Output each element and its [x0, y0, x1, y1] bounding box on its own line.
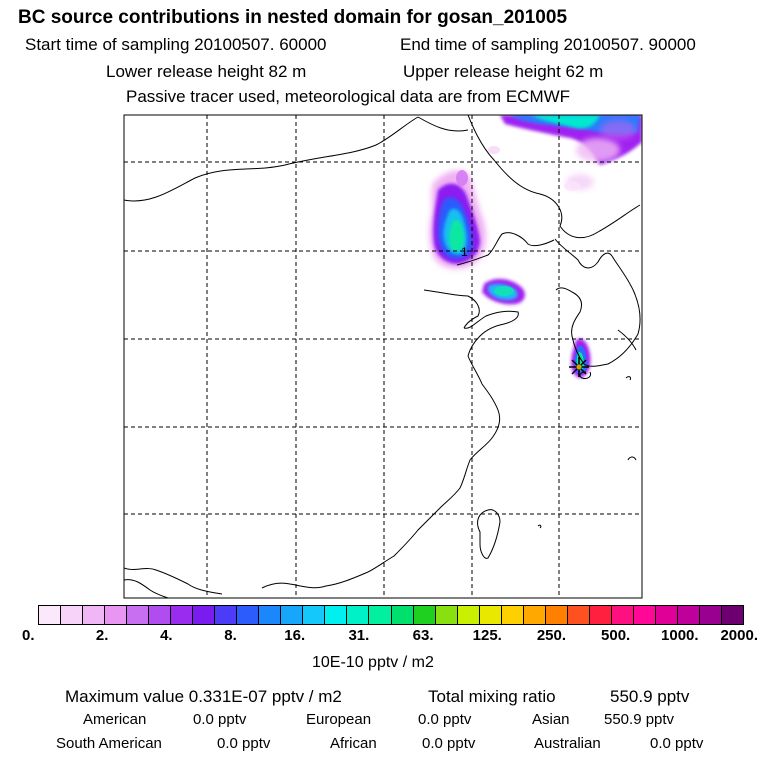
plume-bohai	[482, 278, 525, 305]
color-scale-cell	[567, 606, 590, 624]
islet-1	[625, 376, 631, 381]
color-scale-tick: 8.	[224, 627, 237, 644]
region-value-european: 0.0 pptv	[418, 711, 472, 728]
color-scale-cell	[281, 606, 304, 624]
region-name-african: African	[330, 735, 377, 752]
color-scale-cell	[633, 606, 656, 624]
region-value-south-american: 0.0 pptv	[217, 735, 271, 752]
south-china-coast	[261, 571, 369, 589]
color-scale-cell	[193, 606, 216, 624]
region-value-australian: 0.0 pptv	[650, 735, 704, 752]
color-scale-tick: 16.	[284, 627, 306, 644]
color-scale-tick: 1000.	[661, 627, 699, 644]
color-scale-cell	[215, 606, 238, 624]
color-scale-cell	[105, 606, 128, 624]
color-scale-tick: 63.	[412, 627, 434, 644]
color-scale-cell	[457, 606, 480, 624]
japan-coast	[617, 329, 637, 351]
total-mixing-ratio-label: Total mixing ratio	[428, 687, 556, 706]
coastline-outlines	[124, 115, 641, 598]
jeju-island	[579, 371, 591, 379]
color-scale-cell	[83, 606, 106, 624]
islet-2	[627, 456, 637, 461]
color-scale-cell	[391, 606, 414, 624]
color-scale-cell	[127, 606, 150, 624]
receptor-marker: 1	[461, 245, 468, 259]
east-china-coast	[367, 355, 501, 573]
korea-border	[554, 238, 613, 269]
max-value-label: Maximum value 0.331E-07 pptv / m2	[65, 687, 342, 706]
region-value-american: 0.0 pptv	[193, 711, 247, 728]
upper-height-label: Upper release height 62 m	[403, 62, 604, 81]
mongolia-border	[124, 116, 419, 202]
plume-central	[429, 170, 486, 269]
color-scale-cell	[611, 606, 634, 624]
korea-coast	[555, 255, 641, 367]
color-scale-tick: 250.	[536, 627, 567, 644]
color-scale-cell	[699, 606, 722, 624]
color-scale-cell	[435, 606, 458, 624]
region-value-african: 0.0 pptv	[422, 735, 476, 752]
end-time-label: End time of sampling 20100507. 90000	[400, 35, 696, 54]
start-time-label: Start time of sampling 20100507. 60000	[25, 35, 327, 54]
color-scale-cell	[677, 606, 700, 624]
liaodong-coast	[456, 232, 555, 266]
map-grid	[124, 115, 642, 598]
color-scale-cell	[61, 606, 84, 624]
color-scale-cell	[589, 606, 612, 624]
color-scale-cell	[413, 606, 436, 624]
plume-northeast	[488, 115, 642, 191]
islet-3	[537, 524, 542, 529]
color-scale-cell	[655, 606, 678, 624]
map-frame	[123, 114, 643, 599]
taiwan-coast	[477, 509, 501, 559]
lower-height-label: Lower release height 82 m	[106, 62, 307, 81]
region-name-south-american: South American	[56, 735, 162, 752]
color-scale-cell	[39, 606, 62, 624]
color-scale-tick: 2.	[95, 627, 109, 644]
color-scale-tick: 2000.	[720, 627, 758, 644]
color-scale-cell	[369, 606, 392, 624]
star-marker-icon	[569, 357, 589, 377]
shandong-coast	[463, 310, 519, 357]
plot-title: BC source contributions in nested domain…	[18, 7, 568, 28]
map-panel: 1	[123, 114, 643, 599]
region-name-european: European	[306, 711, 372, 728]
color-scale-tick: 31.	[348, 627, 370, 644]
color-scale-cell	[501, 606, 524, 624]
color-scale-cell	[721, 606, 743, 624]
color-scale-cell	[171, 606, 194, 624]
color-scale-cell	[303, 606, 326, 624]
southwest-border	[124, 567, 223, 595]
color-scale-cell	[149, 606, 172, 624]
color-scale-cell	[237, 606, 260, 624]
region-name-asian: Asian	[532, 711, 570, 728]
color-scale-cell	[545, 606, 568, 624]
color-scale-cell	[347, 606, 370, 624]
color-scale-cell	[479, 606, 502, 624]
color-scale-tick: 500.	[601, 627, 631, 644]
manchuria-border	[467, 115, 641, 239]
color-scale-bar	[38, 605, 744, 625]
vietnam-border	[124, 579, 169, 598]
tracer-note: Passive tracer used, meteorological data…	[126, 87, 571, 106]
color-scale-tick: 0.	[22, 627, 35, 644]
region-name-australian: Australian	[534, 735, 601, 752]
color-scale-unit: 10E-10 pptv / m2	[312, 654, 434, 671]
color-scale-cell	[523, 606, 546, 624]
russia-border	[417, 116, 469, 132]
bohai-coast	[423, 289, 480, 329]
color-scale-cell	[259, 606, 282, 624]
color-scale-cell	[325, 606, 348, 624]
color-scale-tick: 4.	[160, 627, 173, 644]
total-mixing-ratio-value: 550.9 pptv	[610, 687, 690, 706]
region-value-asian: 550.9 pptv	[604, 711, 675, 728]
region-name-american: American	[83, 711, 147, 728]
color-scale-tick: 125.	[472, 627, 502, 644]
